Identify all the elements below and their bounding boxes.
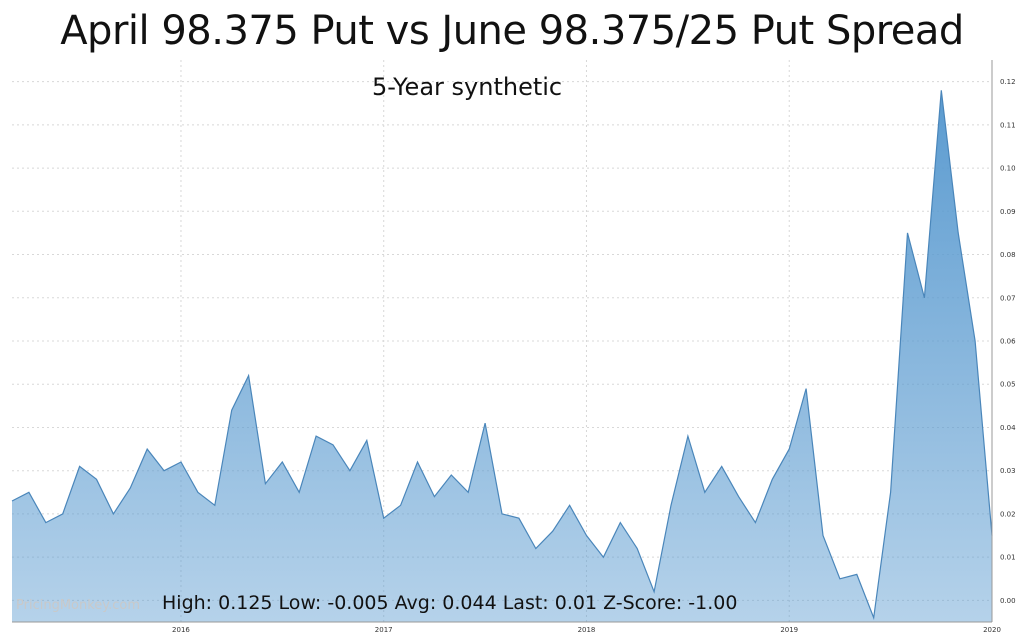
x-tick-label: 2019 — [780, 626, 798, 634]
y-tick-label: 0.11 — [1000, 121, 1016, 129]
series-area — [12, 90, 992, 623]
y-tick-label: 0.12 — [1000, 78, 1016, 86]
y-tick-label: 0.05 — [1000, 381, 1016, 389]
y-tick-label: 0.03 — [1000, 467, 1016, 475]
x-tick-label: 2017 — [375, 626, 393, 634]
area-layer — [11, 90, 993, 623]
series-line — [11, 90, 993, 621]
chart-title: April 98.375 Put vs June 98.375/25 Put S… — [60, 8, 964, 54]
y-tick-label: 0.08 — [1000, 251, 1016, 259]
x-tick-label: 2018 — [578, 626, 596, 634]
axis-layer: 0.00 0.01 0.02 0.03 0.04 0.05 0.06 0.07 0.08 0.09… — [12, 60, 1016, 634]
watermark-text: PricingMonkey.com — [16, 598, 141, 613]
y-tick-label: 0.01 — [1000, 554, 1016, 562]
x-tick-label: 2016 — [172, 626, 190, 634]
y-tick-label: 0.09 — [1000, 208, 1016, 216]
x-tick-label: 2020 — [983, 626, 1001, 634]
y-tick-label: 0.04 — [1000, 424, 1016, 432]
stats-summary: High: 0.125 Low: -0.005 Avg: 0.044 Last:… — [162, 592, 738, 614]
y-tick-label: 0.02 — [1000, 510, 1016, 518]
chart-subtitle: 5-Year synthetic — [372, 73, 563, 101]
y-tick-label: 0.00 — [1000, 597, 1016, 605]
y-tick-label: 0.10 — [1000, 165, 1016, 173]
y-tick-label: 0.07 — [1000, 294, 1016, 302]
y-tick-label: 0.06 — [1000, 338, 1016, 346]
